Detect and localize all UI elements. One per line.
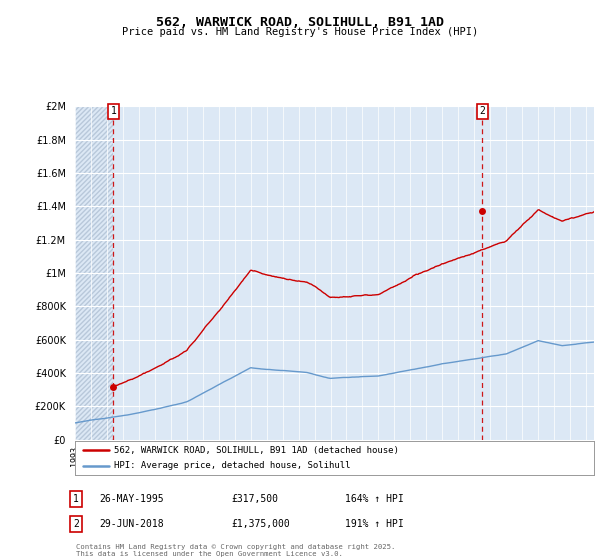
Text: £317,500: £317,500 xyxy=(231,494,278,504)
Text: 562, WARWICK ROAD, SOLIHULL, B91 1AD (detached house): 562, WARWICK ROAD, SOLIHULL, B91 1AD (de… xyxy=(114,446,399,455)
Text: Contains HM Land Registry data © Crown copyright and database right 2025.
This d: Contains HM Land Registry data © Crown c… xyxy=(76,544,395,557)
Text: 26-MAY-1995: 26-MAY-1995 xyxy=(99,494,164,504)
Text: 164% ↑ HPI: 164% ↑ HPI xyxy=(345,494,404,504)
Text: 29-JUN-2018: 29-JUN-2018 xyxy=(99,519,164,529)
Text: £1,375,000: £1,375,000 xyxy=(231,519,290,529)
Text: 191% ↑ HPI: 191% ↑ HPI xyxy=(345,519,404,529)
Text: HPI: Average price, detached house, Solihull: HPI: Average price, detached house, Soli… xyxy=(114,461,350,470)
Text: 2: 2 xyxy=(479,106,485,116)
Text: Price paid vs. HM Land Registry's House Price Index (HPI): Price paid vs. HM Land Registry's House … xyxy=(122,27,478,37)
Text: 2: 2 xyxy=(73,519,79,529)
Text: 1: 1 xyxy=(110,106,116,116)
Text: 562, WARWICK ROAD, SOLIHULL, B91 1AD: 562, WARWICK ROAD, SOLIHULL, B91 1AD xyxy=(156,16,444,29)
Text: 1: 1 xyxy=(73,494,79,504)
